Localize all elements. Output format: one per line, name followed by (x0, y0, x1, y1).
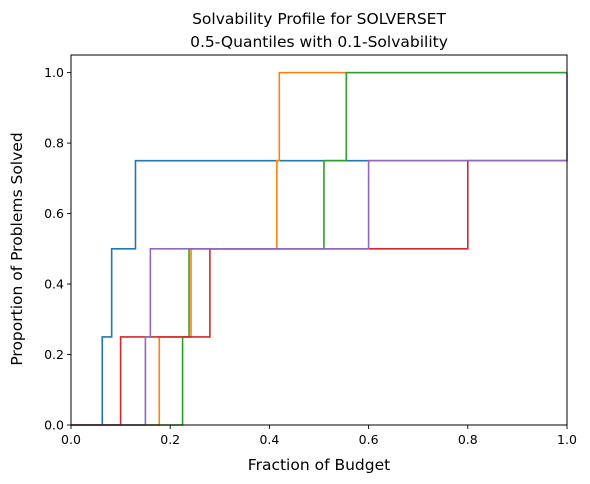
x-tick-label: 0.4 (259, 432, 279, 447)
x-tick-label: 0.6 (359, 432, 379, 447)
y-tick-label: 0.8 (44, 136, 64, 151)
series-line-5 (71, 72, 568, 426)
y-tick-label: 0.0 (44, 418, 64, 433)
y-tick-label: 1.0 (44, 65, 64, 80)
y-tick-label: 0.6 (44, 206, 64, 221)
y-tick-label: 0.2 (44, 347, 64, 362)
chart-title: Solvability Profile for SOLVERSET (192, 10, 446, 28)
y-axis-label: Proportion of Problems Solved (8, 132, 26, 365)
series-line-1 (71, 159, 567, 426)
series-layer (71, 71, 568, 426)
chart-subtitle: 0.5-Quantiles with 0.1-Solvability (190, 33, 448, 51)
x-axis: 0.0 0.2 0.4 0.6 0.8 1.0 (61, 425, 577, 447)
x-tick-label: 1.0 (557, 432, 577, 447)
x-axis-label: Fraction of Budget (248, 456, 390, 474)
x-tick-label: 0.2 (160, 432, 180, 447)
series-line-4 (71, 159, 567, 426)
y-tick-label: 0.4 (44, 277, 64, 292)
plot-frame (70, 54, 568, 426)
x-tick-label: 0.0 (61, 432, 81, 447)
x-tick-label: 0.8 (458, 432, 478, 447)
y-axis: 0.0 0.2 0.4 0.6 0.8 1.0 (44, 65, 71, 433)
